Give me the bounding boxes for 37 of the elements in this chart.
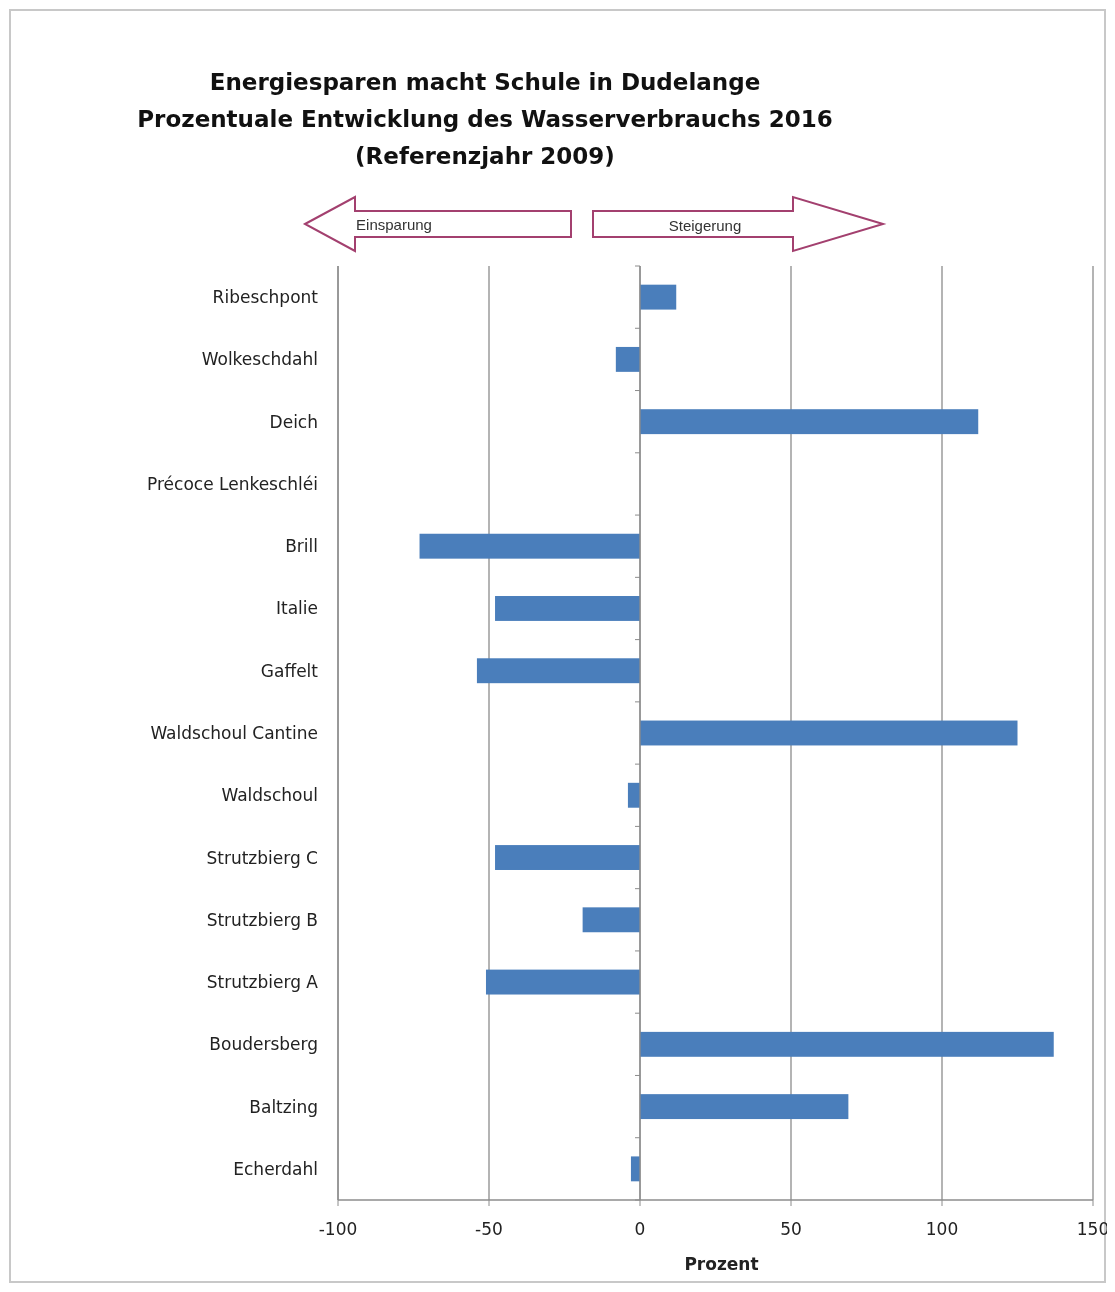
y-tick-label: Italie: [275, 598, 318, 619]
y-tick-label: Gaffelt: [260, 660, 319, 681]
bar: [582, 907, 640, 933]
y-tick-label: Deich: [269, 411, 318, 432]
bar: [476, 658, 640, 684]
x-tick-label: 100: [925, 1219, 959, 1239]
y-tick-label: Waldschoul Cantine: [150, 723, 318, 743]
y-tick-label: Wolkeschdahl: [201, 349, 318, 370]
chart-title: Energiesparen macht Schule in Dudelange Prozentuale Entwicklung des Wasserverbrauchs 2016 (Referenzjahr 2009): [137, 69, 833, 169]
x-tick-label: -100: [318, 1219, 358, 1239]
x-tick-label: 0: [634, 1219, 646, 1239]
y-tick-label: Baltzing: [249, 1096, 318, 1117]
bar: [640, 1031, 1054, 1057]
y-tick-label: Echerdahl: [233, 1158, 318, 1179]
bar: [640, 284, 677, 310]
bar: [615, 346, 640, 372]
bar: [419, 533, 640, 559]
bar: [495, 596, 640, 621]
bar: [627, 782, 640, 808]
x-axis-title: Prozent: [684, 1254, 759, 1274]
x-tick-label: -50: [475, 1219, 503, 1239]
y-tick-label: Strutzbierg A: [206, 972, 319, 993]
y-tick-label: Waldschoul: [221, 785, 318, 806]
bar: [640, 720, 1018, 746]
y-tick-label: Boudersberg: [209, 1034, 318, 1055]
bar: [495, 845, 640, 870]
text: Einsparung: [356, 216, 432, 233]
bar: [485, 969, 640, 995]
y-tick-label: Strutzbierg B: [206, 909, 318, 930]
y-tick-label: Brill: [285, 536, 318, 557]
bar: [640, 1094, 849, 1120]
x-tick-label: 50: [780, 1219, 802, 1239]
bar: [640, 409, 979, 435]
text: Steigerung: [668, 217, 742, 234]
y-tick-label: Ribeschpont: [212, 287, 319, 308]
y-tick-label: Strutzbierg C: [206, 847, 318, 868]
y-tick-label: Précoce Lenkeschléi: [147, 473, 318, 494]
